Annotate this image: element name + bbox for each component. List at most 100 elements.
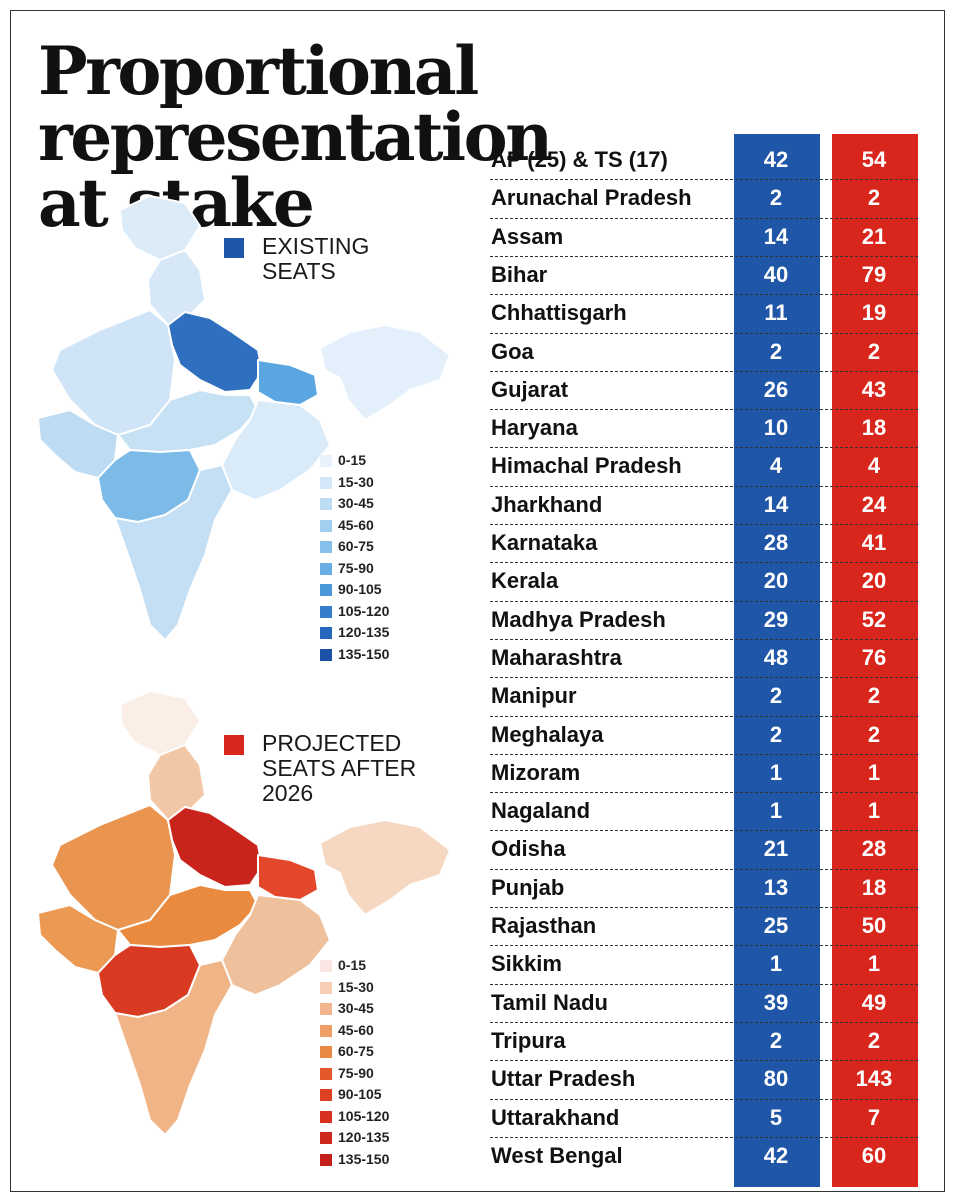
existing-seats-value: 42	[763, 1142, 789, 1168]
existing-seats-value: 14	[763, 491, 789, 517]
scale-item: 120-135	[320, 1127, 389, 1149]
projected-seats-value: 28	[861, 836, 887, 862]
row-divider	[490, 294, 918, 296]
scale-color-chip	[320, 562, 332, 575]
table-row: Odisha 21 28	[488, 830, 920, 868]
projected-legend-line-1: PROJECTED	[262, 730, 402, 756]
map-region-south	[114, 464, 233, 641]
scale-color-chip	[320, 584, 332, 596]
row-divider	[490, 638, 918, 640]
projected-seats-value: 18	[861, 415, 887, 441]
table-row: Karnataka 28 41	[488, 524, 920, 562]
existing-seats-value: 4	[769, 453, 783, 479]
scale-label: 60-75	[338, 1043, 374, 1059]
state-name: Assam	[491, 223, 564, 249]
state-name: Arunachal Pradesh	[491, 185, 692, 211]
projected-seats-value: 43	[861, 376, 887, 402]
scale-color-chip	[320, 981, 332, 994]
projected-seats-value: 1	[867, 798, 881, 824]
existing-seats-value: 2	[769, 185, 783, 211]
table-row: Kerala 20 20	[488, 562, 920, 600]
scale-label: 75-90	[338, 1064, 374, 1081]
scale-color-chip	[320, 648, 332, 661]
row-divider	[490, 677, 918, 679]
projected-seats-legend: PROJECTED SEATS AFTER 2026	[224, 730, 416, 806]
table-row: Assam 14 21	[488, 218, 920, 256]
row-divider	[490, 753, 918, 755]
map-region-east	[221, 894, 331, 996]
projected-seats-value: 1	[867, 951, 881, 977]
state-name: Goa	[491, 338, 534, 364]
existing-seats-value: 11	[764, 300, 788, 326]
scale-item: 60-75	[320, 536, 389, 558]
scale-label: 45-60	[338, 1021, 374, 1038]
projected-seats-value: 60	[861, 1142, 887, 1168]
scale-item: 90-105	[320, 579, 389, 601]
scale-color-chip	[320, 476, 332, 489]
existing-seats-legend: EXISTING SEATS	[224, 233, 370, 284]
map-region-kashmir	[119, 195, 201, 261]
scale-label: 45-60	[338, 516, 374, 533]
projected-seats-value: 1	[867, 759, 881, 785]
row-divider	[490, 370, 918, 372]
existing-seats-value: 48	[763, 644, 789, 670]
table-row: Sikkim 1 1	[488, 945, 920, 983]
existing-seats-value: 1	[769, 798, 783, 824]
table-row: Mizoram 1 1	[488, 754, 920, 792]
scale-label: 135-150	[338, 1150, 390, 1167]
scale-label: 135-150	[338, 645, 390, 662]
table-row: Rajasthan 25 50	[488, 907, 920, 945]
map-region-ne	[319, 819, 451, 916]
existing-seats-value: 13	[763, 874, 789, 900]
scale-label: 120-135	[338, 1129, 390, 1145]
table-row: Madhya Pradesh 29 52	[488, 601, 920, 639]
map-region-bihar	[257, 854, 319, 901]
row-divider	[490, 715, 918, 717]
scale-label: 60-75	[338, 538, 374, 554]
map-region-up	[167, 311, 263, 393]
projected-seats-map	[37, 690, 451, 1136]
scale-item: 15-30	[320, 977, 389, 999]
table-row: Meghalaya 2 2	[488, 716, 920, 754]
existing-legend-line-1: EXISTING	[262, 233, 370, 259]
scale-label: 0-15	[338, 957, 367, 973]
scale-label: 15-30	[338, 978, 374, 995]
map-region-up	[167, 806, 263, 888]
chart-title-line-1: Proportional representation	[38, 32, 553, 176]
table-row: Uttar Pradesh 80 143	[488, 1060, 920, 1098]
scale-label: 90-105	[338, 581, 382, 597]
state-name: Uttar Pradesh	[491, 1066, 636, 1092]
existing-seats-value: 29	[763, 606, 789, 632]
projected-seats-scale: 0-15 15-30 30-45 45-60 60-75 75-90 90-105 105-1…	[320, 955, 389, 1170]
scale-color-chip	[320, 455, 332, 467]
projected-seats-value: 2	[867, 683, 881, 709]
scale-label: 30-45	[338, 495, 374, 511]
chart-title: Proportional representation at stake	[38, 38, 957, 236]
projected-seats-value: 2	[867, 338, 881, 364]
existing-seats-value: 5	[769, 1104, 783, 1130]
table-row: Himachal Pradesh 4 4	[488, 447, 920, 485]
state-name: Bihar	[491, 261, 548, 287]
existing-seats-value: 20	[763, 568, 789, 594]
existing-seats-value: 21	[763, 836, 789, 862]
scale-label: 105-120	[338, 602, 390, 619]
existing-seats-value: 2	[769, 683, 783, 709]
scale-item: 75-90	[320, 558, 389, 580]
existing-seats-value: 14	[763, 223, 789, 249]
scale-color-chip	[320, 1024, 332, 1037]
projected-seats-value: 20	[861, 568, 887, 594]
table-row: Tamil Nadu 39 49	[488, 984, 920, 1022]
projected-seats-value: 41	[861, 530, 887, 555]
projected-seats-value: 2	[867, 1027, 881, 1053]
scale-color-chip	[320, 498, 332, 510]
table-row: Gujarat 26 43	[488, 371, 920, 409]
table-row: Punjab 13 18	[488, 869, 920, 907]
row-divider	[490, 830, 918, 832]
state-name: Madhya Pradesh	[491, 606, 666, 632]
existing-seats-value: 28	[763, 530, 789, 555]
scale-item: 0-15	[320, 955, 389, 977]
scale-color-chip	[320, 1003, 332, 1015]
projected-seats-value: 49	[861, 989, 887, 1015]
state-name: Tamil Nadu	[491, 989, 608, 1015]
